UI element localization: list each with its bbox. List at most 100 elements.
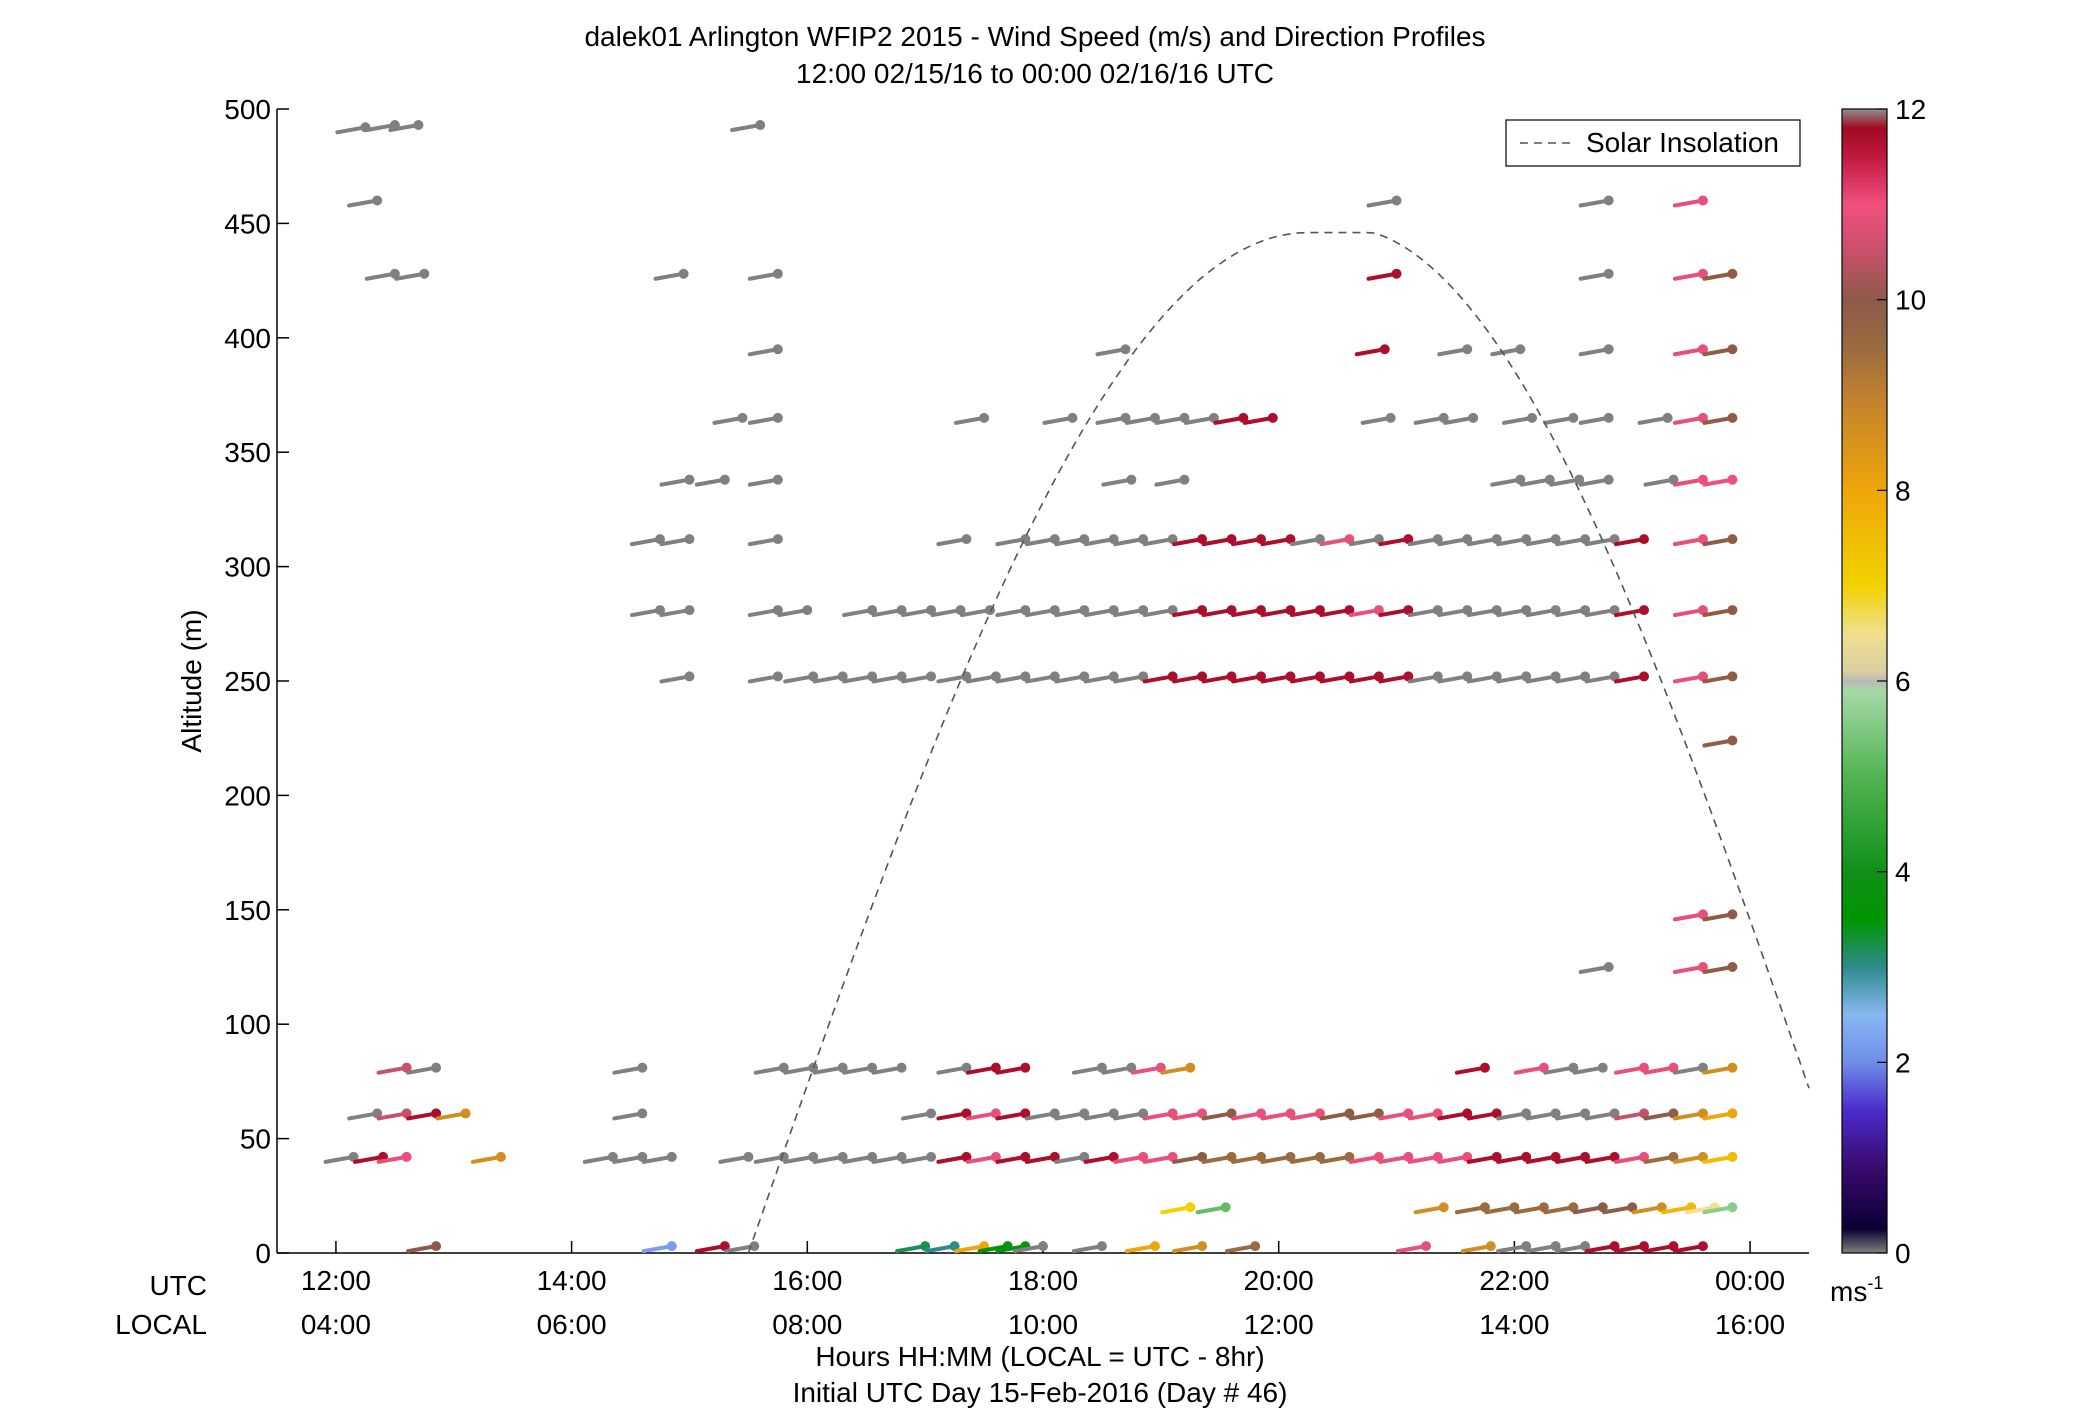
wind-barb: [630, 534, 665, 547]
wind-barb: [1525, 1108, 1561, 1121]
wind-barb-dot: [1432, 671, 1443, 682]
wind-barb-dot: [1314, 605, 1325, 616]
x-tick-label-utc: 14:00: [537, 1265, 607, 1296]
wind-barb: [1054, 1151, 1090, 1164]
wind-barb-dot: [867, 671, 878, 682]
wind-barb: [1614, 1062, 1650, 1075]
wind-barb-dot: [867, 1151, 878, 1162]
wind-barb-dot: [1462, 344, 1473, 355]
wind-barb-dot: [1727, 605, 1738, 616]
x-tick-label-local: 06:00: [537, 1309, 607, 1340]
wind-barb: [1672, 412, 1708, 425]
x-axis-label-line2: Initial UTC Day 15-Feb-2016 (Day # 46): [793, 1377, 1288, 1408]
wind-barb-dot: [1639, 1108, 1650, 1119]
colorbar-tick-label: 2: [1895, 1047, 1911, 1078]
wind-barb-dot: [1250, 1241, 1261, 1252]
wind-barb: [1054, 534, 1090, 547]
wind-barb: [1095, 344, 1131, 357]
wind-barb: [1348, 1108, 1384, 1121]
x-tick-label-utc: 22:00: [1479, 1265, 1549, 1296]
y-tick-label: 300: [224, 552, 271, 583]
wind-barb-dot: [684, 671, 695, 682]
wind-barb-dot: [1580, 1241, 1591, 1252]
wind-barb-dot: [1697, 1241, 1708, 1252]
wind-barb-dot: [1697, 534, 1708, 545]
wind-barb-dot: [1438, 1202, 1449, 1213]
colorbar-tick-label: 12: [1895, 94, 1926, 125]
wind-barb: [1496, 1151, 1532, 1164]
x-tick-label-utc: 16:00: [772, 1265, 842, 1296]
wind-barb: [995, 671, 1031, 684]
wind-barb-dot: [1462, 605, 1473, 616]
wind-barb-dot: [1603, 268, 1614, 279]
wind-barb-dot: [1550, 534, 1561, 545]
wind-barb-dot: [431, 1108, 442, 1119]
wind-barb: [1614, 1108, 1650, 1121]
wind-barb-dot: [401, 1062, 412, 1073]
wind-barb-dot: [1462, 534, 1473, 545]
wind-barb: [842, 605, 878, 618]
wind-barb-dot: [1167, 534, 1178, 545]
wind-barb: [435, 1108, 471, 1121]
wind-barb: [1702, 735, 1738, 748]
wind-barb-dot: [1020, 1108, 1031, 1119]
wind-barb-dot: [1668, 1108, 1679, 1119]
wind-barb-dot: [1521, 534, 1532, 545]
wind-barb-dot: [1609, 1241, 1620, 1252]
wind-barb-dot: [1049, 671, 1060, 682]
wind-barb-dot: [1603, 412, 1614, 423]
wind-barb: [1142, 605, 1178, 618]
wind-barb-dot: [1079, 534, 1090, 545]
wind-barb-dot: [1167, 1151, 1178, 1162]
wind-barb: [1360, 412, 1396, 425]
wind-barb: [1702, 344, 1738, 357]
wind-barb: [1054, 605, 1090, 618]
wind-barb-dot: [1197, 1151, 1208, 1162]
wind-barb-dot: [743, 1151, 754, 1162]
wind-barb: [1319, 605, 1355, 618]
y-tick-label: 250: [224, 666, 271, 697]
wind-barb-dot: [1609, 534, 1620, 545]
wind-barb: [364, 268, 400, 281]
wind-barb-dot: [1727, 671, 1738, 682]
wind-barb-dot: [1108, 1108, 1119, 1119]
wind-barb-dot: [1344, 1108, 1355, 1119]
wind-barb: [1543, 412, 1579, 425]
wind-barb-dot: [1403, 534, 1414, 545]
wind-barb: [1584, 1151, 1620, 1164]
wind-barb: [1201, 1151, 1237, 1164]
wind-barb: [965, 1108, 1001, 1121]
wind-barb-dot: [1403, 1151, 1414, 1162]
wind-barb-dot: [1256, 605, 1267, 616]
wind-barb: [1124, 412, 1160, 425]
wind-barb-dot: [961, 1108, 972, 1119]
wind-barb-dot: [990, 1062, 1001, 1073]
wind-barb-dot: [401, 1108, 412, 1119]
wind-barb: [1643, 1062, 1679, 1075]
wind-barb-dot: [1138, 534, 1149, 545]
wind-barb: [936, 1108, 972, 1121]
wind-barb-dot: [1256, 1108, 1267, 1119]
colorbar-tick-label: 4: [1895, 857, 1911, 888]
wind-barb: [1672, 962, 1708, 974]
wind-barb-dot: [1727, 344, 1738, 355]
wind-barb-dot: [1550, 671, 1561, 682]
wind-barb: [1614, 534, 1650, 547]
wind-barb: [323, 1151, 359, 1164]
wind-barb-dot: [979, 412, 990, 423]
wind-barb-dot: [926, 1151, 937, 1162]
wind-barb: [1578, 344, 1614, 357]
wind-barb: [1378, 1108, 1414, 1121]
wind-barb: [1378, 671, 1414, 684]
wind-barb-dot: [1197, 671, 1208, 682]
wind-barb-dot: [1285, 534, 1296, 545]
wind-barb-dot: [1373, 1151, 1384, 1162]
wind-barb: [1466, 1151, 1502, 1164]
wind-barb-dot: [1197, 534, 1208, 545]
wind-barb-dot: [1179, 474, 1190, 485]
wind-barb-dot: [1662, 412, 1673, 423]
wind-barb-dot: [990, 1151, 1001, 1162]
wind-barb-dot: [949, 1241, 960, 1252]
wind-barb: [1201, 605, 1237, 618]
